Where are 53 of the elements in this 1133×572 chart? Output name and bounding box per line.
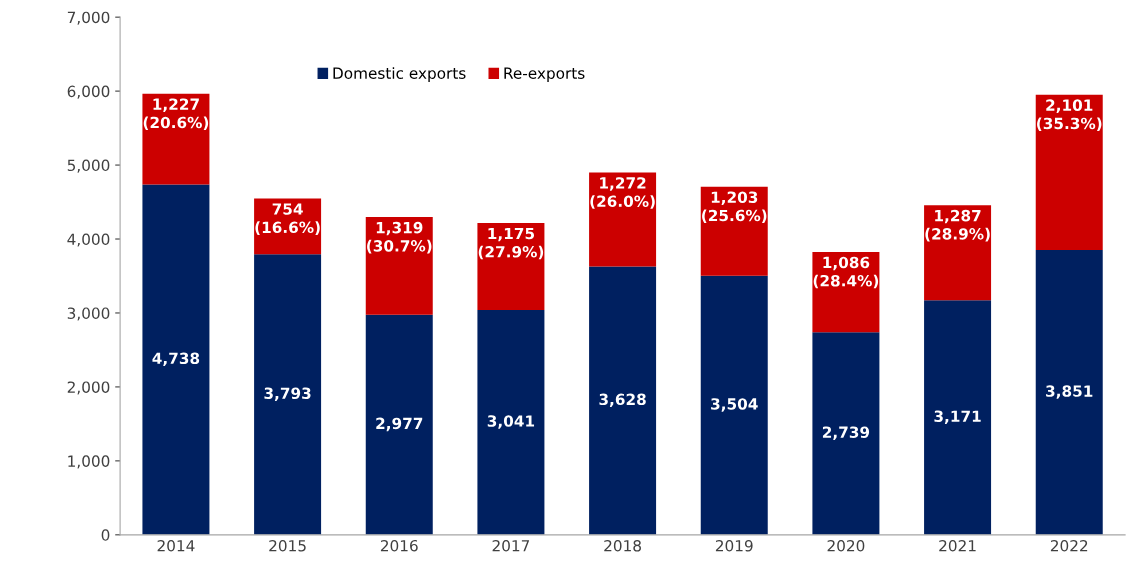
x-tick-label: 2020 bbox=[827, 539, 865, 552]
data-label: 2,739 bbox=[822, 426, 870, 440]
data-label: 754 (16.6%) bbox=[255, 203, 320, 235]
legend-label: Re-exports bbox=[504, 67, 585, 82]
data-label: 3,171 bbox=[934, 410, 981, 424]
data-label: 4,738 bbox=[152, 352, 200, 367]
bar bbox=[477, 309, 545, 535]
data-label: 3,504 bbox=[711, 398, 758, 412]
x-tick-label: 2016 bbox=[380, 539, 418, 552]
bar bbox=[812, 332, 880, 535]
y-tick-label: 0 bbox=[101, 529, 110, 541]
y-tick-label: 6,000 bbox=[67, 85, 110, 99]
bar bbox=[700, 186, 768, 276]
y-tick-label: 4,000 bbox=[67, 233, 110, 247]
y-tick-label: 2,000 bbox=[67, 381, 110, 395]
data-label: 1,175 (27.9%) bbox=[478, 227, 544, 260]
bar bbox=[589, 172, 657, 267]
bar bbox=[1035, 94, 1103, 251]
bar bbox=[1035, 250, 1103, 535]
data-label: 1,086 (28.4%) bbox=[813, 256, 879, 289]
y-tick-label: 1,000 bbox=[68, 455, 110, 469]
data-label: 1,227 (20.6%) bbox=[143, 98, 209, 131]
y-tick-label: 5,000 bbox=[67, 159, 110, 173]
data-label: 3,041 bbox=[487, 415, 535, 429]
x-tick-label: 2021 bbox=[939, 539, 976, 552]
bar bbox=[142, 93, 210, 185]
x-tick-label: 2014 bbox=[157, 539, 195, 552]
bar bbox=[142, 184, 210, 535]
data-label: 3,628 bbox=[599, 393, 646, 408]
data-label: 3,851 bbox=[1046, 385, 1093, 399]
bar bbox=[924, 205, 992, 301]
bar bbox=[477, 223, 545, 310]
data-label: 3,793 bbox=[264, 387, 311, 401]
data-label: 1,203 (25.6%) bbox=[702, 191, 767, 224]
legend-label: Domestic exports bbox=[333, 67, 466, 82]
data-label: 2,977 bbox=[376, 417, 423, 432]
x-tick-label: 2022 bbox=[1050, 539, 1088, 552]
bar bbox=[589, 266, 657, 535]
bar bbox=[924, 300, 992, 535]
bar bbox=[700, 275, 768, 535]
x-tick-label: 2019 bbox=[715, 539, 753, 552]
x-tick-label: 2017 bbox=[492, 539, 530, 552]
y-tick-label: 7,000 bbox=[67, 11, 110, 25]
data-label: 1,287 (28.9%) bbox=[925, 209, 990, 242]
bar bbox=[254, 254, 322, 535]
data-label: 1,272 (26.0%) bbox=[590, 177, 655, 209]
data-label: 1,319 (30.7%) bbox=[367, 221, 432, 254]
x-tick-label: 2018 bbox=[604, 539, 641, 552]
bar bbox=[365, 314, 433, 535]
x-tick-label: 2015 bbox=[269, 539, 306, 552]
bar bbox=[365, 217, 433, 315]
y-tick-label: 3,000 bbox=[67, 307, 110, 321]
data-label: 2,101 (35.3%) bbox=[1037, 99, 1102, 131]
